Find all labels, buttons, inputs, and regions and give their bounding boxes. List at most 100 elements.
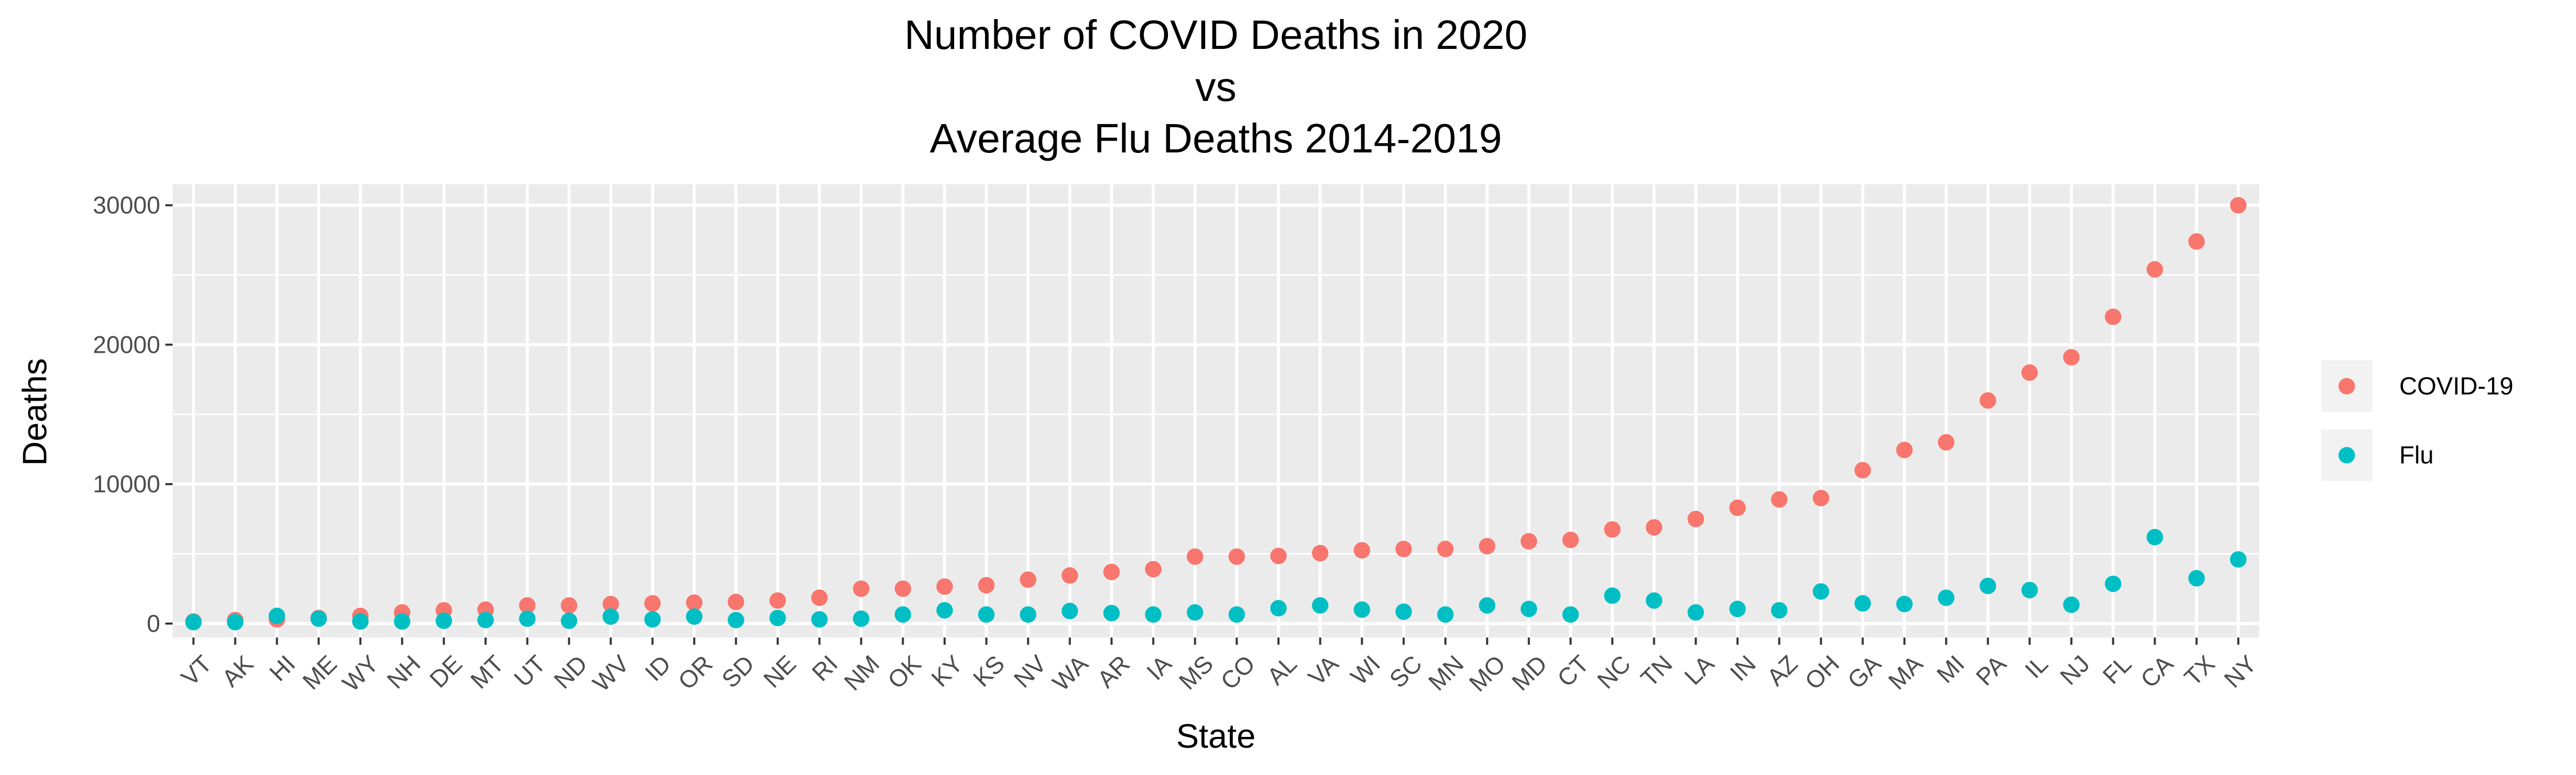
data-point [727,612,744,629]
data-point [561,612,578,629]
points-layer [185,197,2247,631]
x-tick-label: OR [673,650,718,695]
title-line-3: Average Flu Deaths 2014-2019 [930,115,1502,161]
legend-label-flu: Flu [2399,442,2434,469]
data-point [2188,570,2205,587]
data-point [1270,600,1287,617]
y-tick-label: 0 [147,610,160,637]
data-point [352,613,369,630]
data-point [1061,567,1078,584]
x-axis-title: State [1176,717,1256,755]
x-tick-label: OH [1800,650,1844,695]
series-flu [185,529,2247,631]
data-point [1437,541,1454,558]
x-tick-label: NC [1591,650,1635,694]
data-point [644,611,661,628]
data-point [1729,500,1746,516]
x-tick-label: VA [1303,649,1344,691]
data-point [769,592,786,609]
data-point [394,613,411,630]
data-point [936,578,953,595]
x-tick-label: SC [1384,650,1427,693]
data-point [1646,519,1663,536]
data-point [477,612,494,629]
x-tick-label: GA [1842,649,1886,694]
data-point [1353,601,1370,618]
data-point [2105,575,2122,592]
data-point [1729,600,1746,617]
x-tick-label: MS [1174,650,1218,695]
title-line-2: vs [1195,64,1236,110]
data-point [2063,596,2080,613]
data-point [1562,531,1579,548]
data-point [769,610,786,627]
data-point [1604,521,1621,538]
x-tick-label: MO [1464,650,1511,697]
x-tick-label: FL [2097,650,2137,689]
data-point [978,606,995,623]
x-tick-label: TN [1635,650,1677,692]
x-tick-label: NH [381,650,425,694]
data-point [561,597,578,614]
data-point [2230,551,2247,568]
data-point [185,614,202,631]
y-axis-title: Deaths [15,358,54,466]
x-tick-label: PA [1971,649,2012,691]
data-point [1979,392,1996,409]
data-point [2188,233,2205,250]
x-tick-label: KS [968,650,1010,692]
data-point [1896,596,1913,613]
data-point [2105,308,2122,325]
data-point [2021,364,2038,381]
data-point [978,577,995,594]
data-point [1812,490,1829,507]
data-point [1896,441,1913,458]
data-point [644,595,661,612]
x-tick-label: ND [548,650,592,694]
data-point [1854,595,1871,612]
title-line-1: Number of COVID Deaths in 2020 [904,12,1527,58]
x-tick-label: MA [1883,649,1928,695]
x-tick-label: CA [2135,649,2178,693]
data-point [1437,606,1454,623]
x-tick-label: OK [882,650,926,694]
x-tick-label: AK [216,650,259,692]
data-point [1145,606,1162,623]
data-point [686,594,703,611]
data-point [1145,561,1162,578]
data-point [268,608,285,625]
x-tick-label: TX [2179,650,2220,691]
data-point [1771,491,1788,508]
data-point [1771,602,1788,619]
data-point [853,580,870,597]
x-tick-label: WY [337,650,384,697]
y-axis: 0 10000 20000 30000 [93,192,173,637]
data-point [1562,606,1579,623]
data-point [1353,542,1370,559]
data-point [1061,602,1078,619]
x-tick-label: VT [176,650,217,691]
data-point [1646,592,1663,609]
data-point [936,602,953,619]
data-point [811,611,828,628]
data-point [2146,261,2163,278]
data-point [435,612,452,629]
x-tick-label: NY [2218,650,2262,693]
x-tick-label: IL [2020,650,2053,683]
grid-layer [173,184,2259,638]
x-tick-label: MN [1423,650,1469,696]
x-tick-label: CO [1215,650,1260,695]
data-point [686,608,703,625]
x-tick-label: AL [1262,650,1302,690]
x-tick-label: SD [716,650,759,693]
data-point [1395,541,1412,558]
data-point [310,610,327,627]
data-point [2230,197,2247,214]
data-point [1103,605,1120,622]
data-point [1228,606,1245,623]
data-point [727,593,744,610]
data-point [1020,571,1037,588]
